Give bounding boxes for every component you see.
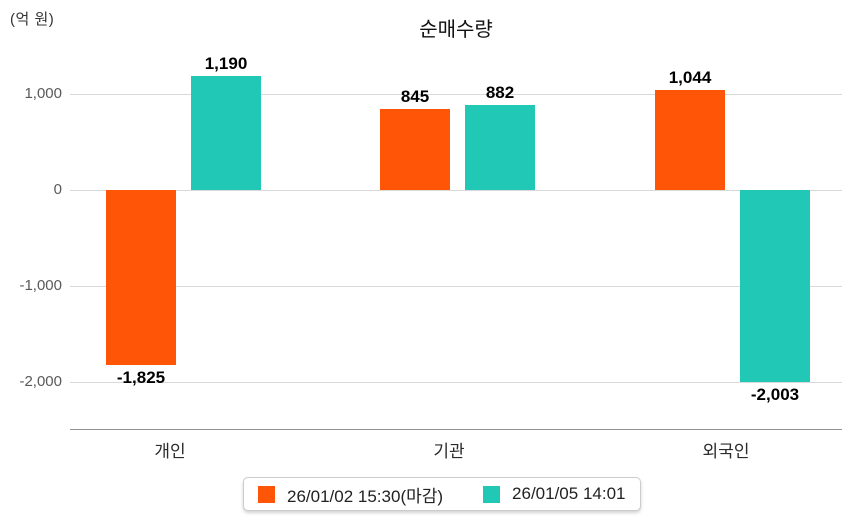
gridline: [70, 94, 842, 95]
gridline: [70, 190, 842, 191]
x-category-label: 외국인: [702, 442, 750, 461]
bar: [106, 190, 176, 365]
gridline: [70, 382, 842, 383]
bar: [465, 105, 535, 190]
chart-title: 순매수량: [419, 19, 493, 41]
legend-item[interactable]: 26/01/05 14:01: [483, 484, 626, 504]
bar: [655, 90, 725, 190]
y-tick-label: 1,000: [24, 85, 62, 102]
bar-value-label: 845: [400, 87, 430, 106]
legend: 26/01/02 15:30(마감) 26/01/05 14:01: [243, 477, 641, 511]
bar: [191, 76, 261, 190]
bar-value-label: -2,003: [750, 385, 800, 404]
y-tick-label: -1,000: [19, 277, 62, 294]
legend-label: 26/01/05 14:01: [512, 484, 626, 503]
y-axis-unit-label: (억 원): [10, 11, 55, 28]
bar: [740, 190, 810, 382]
x-category-label: 개인: [154, 442, 186, 461]
y-tick-label: 0: [53, 181, 62, 198]
bar-value-label: 882: [485, 83, 515, 102]
bar-value-label: 1,044: [668, 68, 712, 87]
bar: [380, 109, 450, 190]
bar-value-label: -1,825: [116, 368, 166, 387]
legend-item[interactable]: 26/01/02 15:30(마감): [258, 482, 443, 507]
x-category-label: 기관: [433, 442, 465, 461]
legend-swatch-icon: [258, 485, 275, 503]
legend-label: 26/01/02 15:30(마감): [287, 486, 444, 506]
gridline: [70, 286, 842, 287]
legend-swatch-icon: [483, 485, 501, 503]
y-tick-label: -2,000: [19, 373, 62, 390]
bar-value-label: 1,190: [204, 54, 248, 73]
x-axis-line: [70, 429, 842, 430]
